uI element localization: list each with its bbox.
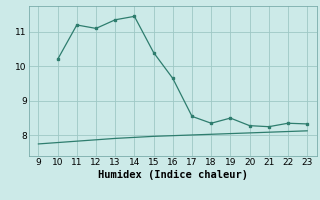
X-axis label: Humidex (Indice chaleur): Humidex (Indice chaleur) — [98, 170, 248, 180]
